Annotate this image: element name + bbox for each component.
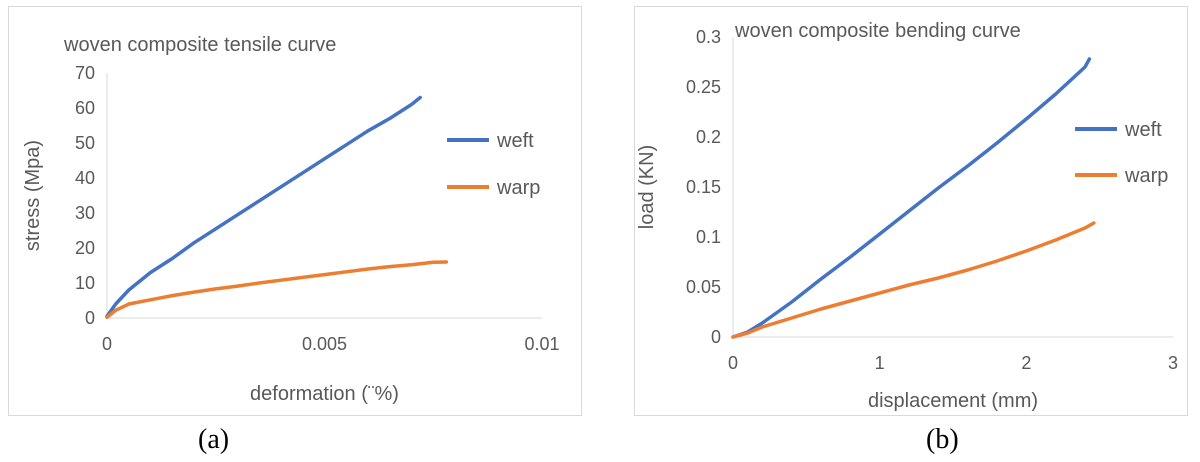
y-tick-label: 0.3	[696, 27, 721, 47]
figure-label-a: (a)	[198, 424, 230, 455]
x-axis-title: displacement (mm)	[868, 390, 1038, 412]
series-line-warp	[731, 221, 1096, 339]
y-tick-label: 40	[75, 168, 95, 188]
legend-label-warp: warp	[496, 177, 540, 199]
x-tick-label: 2	[1021, 353, 1031, 373]
y-axis-title: load (KN)	[636, 145, 658, 229]
bending-chart-panel: woven composite bending curve 0 0.05 0.1 0.1…	[634, 6, 1188, 416]
figure-label-b: (b)	[926, 424, 959, 455]
y-tick-label: 50	[75, 133, 95, 153]
tensile-chart-panel: woven composite tensile curve 0 10 20 30 40 50…	[8, 6, 582, 416]
legend-label-warp: warp	[1124, 165, 1168, 187]
y-tick-label: 0.2	[696, 127, 721, 147]
y-tick-label: 10	[75, 273, 95, 293]
series-line-weft	[105, 95, 422, 319]
y-tick-label: 30	[75, 203, 95, 223]
x-tick-label: 3	[1168, 353, 1178, 373]
x-tick-label: 0.01	[524, 334, 559, 354]
tensile-chart: woven composite tensile curve 0 10 20 30 40 50…	[22, 34, 560, 405]
x-tick-label: 1	[875, 353, 885, 373]
y-axis-title: stress (Mpa)	[22, 140, 44, 251]
y-tick-label: 0.1	[696, 227, 721, 247]
y-tick-label: 0.15	[686, 177, 721, 197]
x-tick-label: 0	[102, 334, 112, 354]
y-tick-label: 0	[711, 327, 721, 347]
series-line-weft	[731, 57, 1092, 339]
series-line-warp	[105, 260, 449, 320]
bending-chart: woven composite bending curve 0 0.05 0.1 0.1…	[636, 20, 1178, 412]
x-tick-label: 0.005	[302, 334, 347, 354]
y-tick-label: 0.25	[686, 77, 721, 97]
y-tick-label: 0.05	[686, 277, 721, 297]
chart-title: woven composite bending curve	[734, 20, 1021, 42]
legend-label-weft: weft	[1124, 119, 1162, 141]
y-tick-label: 20	[75, 238, 95, 258]
legend-label-weft: weft	[496, 130, 534, 152]
y-tick-label: 60	[75, 98, 95, 118]
x-axis-title: deformation (¨%)	[250, 383, 399, 405]
y-tick-label: 0	[85, 308, 95, 328]
chart-title: woven composite tensile curve	[63, 34, 336, 56]
x-tick-label: 0	[728, 353, 738, 373]
y-tick-label: 70	[75, 63, 95, 83]
